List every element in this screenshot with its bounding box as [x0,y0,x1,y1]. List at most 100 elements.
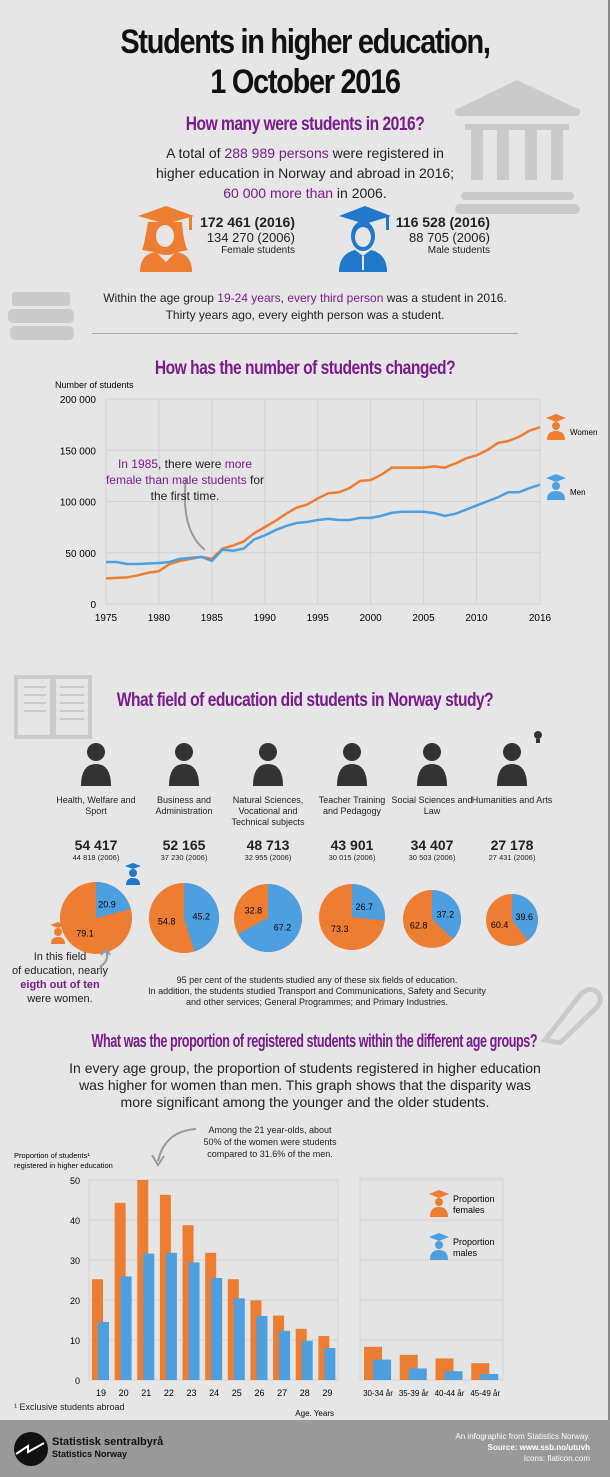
section4-intro: In every age group, the proportion of st… [69,1060,541,1110]
bar-female [295,1328,307,1380]
legend-cap-icon [429,1233,449,1241]
bar-female [92,1279,103,1380]
x-tick-label: 21 [141,1388,151,1398]
title-line-1: Students in higher education, [120,23,491,61]
field-person-icon [337,743,367,786]
footnote: ¹ Exclusive students abroad [14,1402,125,1412]
title-line-2: 1 October 2016 [210,63,401,101]
bar-male [480,1374,499,1380]
x-tick-label: 1980 [148,613,171,624]
female-graduate-icon [138,206,194,272]
pie-slice-male [238,884,302,952]
field-total: 48 713 [246,837,290,853]
books-icon [8,292,74,340]
x-tick-label: 1995 [307,613,330,624]
bar-male [324,1348,336,1380]
bar-female [159,1194,171,1380]
legend-body-icon [430,1250,448,1260]
field-label: Social Sciences and Law [391,795,473,816]
pie-label-male: 37.2 [437,909,455,919]
students-line-chart: 0 50 000 100 000 150 000 200 000 1975 1980 1985… [55,380,597,624]
bar-annotation: Among the 21 year-olds, about 50% of the … [203,1125,337,1159]
pie-label-female: 60.4 [491,920,509,930]
pie-label-female: 54.8 [158,917,176,927]
y-axis-title-line1: Proportion of students¹ [14,1151,90,1160]
male-legend-icon [125,863,141,885]
series-line-women [105,426,541,580]
bar-female [205,1252,217,1380]
legend-body-icon [430,1207,448,1217]
pie-label-male: 20.9 [98,900,116,910]
field-total-2006: 27 431 (2006) [488,853,536,862]
bar-male [408,1368,427,1380]
body [547,491,565,500]
pie-label-male: 67.2 [274,923,292,933]
bar-female [273,1315,285,1380]
footer: Statistisk sentralbyrå Statistics Norway … [0,1420,610,1477]
head [552,422,560,430]
y-tick-label: 50 000 [65,549,96,560]
x-tick-label: 1985 [201,613,224,624]
diploma-icon [540,987,603,1045]
section2-heading: How has the number of students changed? [154,358,456,379]
cap [546,414,566,422]
y-axis-title-line2: registered in higher education [14,1161,113,1170]
section3-heading: What field of education did students in … [116,690,494,711]
pie-label-male: 45.2 [193,911,211,921]
male-2006: 88 705 (2006) [409,230,490,245]
legend-men-icon [546,474,566,500]
body [547,431,565,440]
field-person-icon [169,743,199,786]
field-label: Natural Sciences, Vocational and Technic… [231,795,305,827]
field-column: Health, Welfare and Sport 54 417 44 818 … [54,740,138,862]
x-tick-label: 22 [164,1388,174,1398]
line-annotation: In 1985, there were more female than mal… [105,457,265,503]
male-label: Male students [427,245,490,256]
field-person-icon [253,743,283,786]
y-tick-label: 40 [70,1216,80,1226]
field-label: Humanities and Arts [471,795,553,805]
field-total-2006: 30 503 (2006) [408,853,456,862]
field-total: 34 407 [410,837,454,853]
right-border [608,0,610,1420]
x-tick-label: 25 [232,1388,242,1398]
x-tick-label: 27 [277,1388,287,1398]
field-column: Natural Sciences, Vocational and Technic… [226,740,310,862]
age-group-text: Within the age group 19-24 years, every … [103,291,507,322]
bar-male [143,1253,155,1380]
y-tick-label: 20 [70,1296,80,1306]
bar-female [182,1225,194,1380]
pie-slice-male [512,894,538,941]
pie-slice-male [184,883,219,952]
y-tick-label: 30 [70,1256,80,1266]
x-tick-label: 2000 [360,613,383,624]
section1-heading: How many were students in 2016? [185,114,425,135]
ssb-logo-text: Statistisk sentralbyrå Statistics Norway [52,1436,164,1459]
field-total-2006: 44 818 (2006) [72,853,120,862]
female-2006: 134 270 (2006) [206,230,295,245]
bar-male [373,1359,391,1380]
lightbulb-icon [534,731,542,743]
male-2016: 116 528 (2016) [395,214,490,230]
male-stats: 116 528 (2016) 88 705 (2006) Male studen… [390,214,490,256]
female-2016: 172 461 (2016) [200,214,295,230]
open-book-icon [14,675,92,739]
field-total-2006: 30 015 (2006) [328,853,376,862]
bar-female [250,1300,262,1380]
x-tick-label: 35-39 år [399,1389,429,1398]
bar-male [188,1262,200,1380]
series-line-men [106,483,541,566]
pie-slice-male [96,882,131,918]
field-label: Business and Administration [155,795,213,816]
legend-label: Proportion [453,1237,495,1247]
bar-female [137,1180,149,1380]
total-students-text: A total of 288 989 persons were register… [155,145,455,201]
x-tick-label: 26 [254,1388,264,1398]
field-pie-charts: 20.9 79.1 45.2 54.8 67.2 32.8 26.7 73.3 37.2 62.8… [60,882,538,954]
male-graduate-icon [339,206,391,272]
source-link[interactable]: Source: www.ssb.no/utuvh [487,1443,590,1452]
bar-female [318,1336,330,1380]
field-total-2006: 32 955 (2006) [244,853,292,862]
x-axis-title: Age. Years [295,1409,334,1418]
pie-label-male: 26.7 [356,902,374,912]
